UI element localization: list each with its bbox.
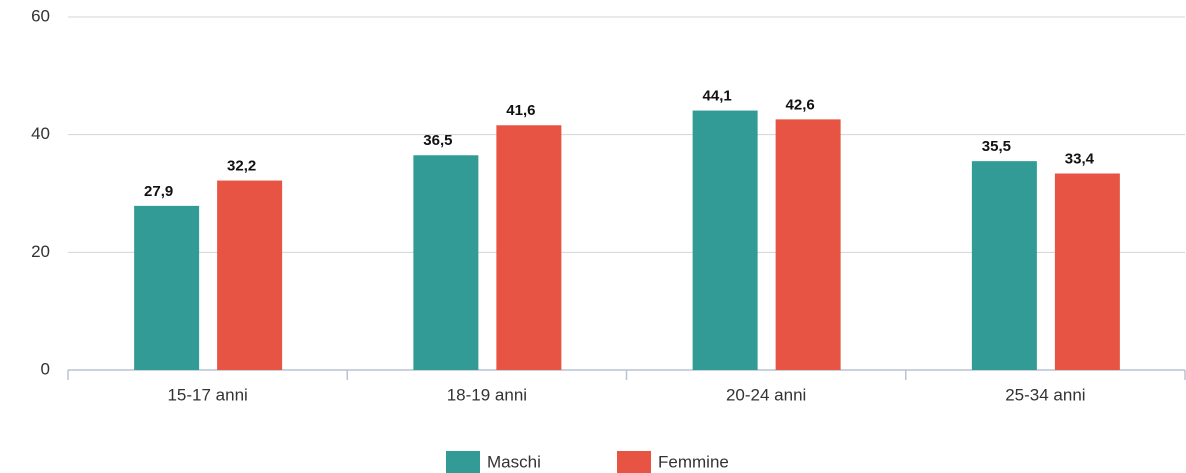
legend-label: Femmine — [658, 452, 729, 471]
y-tick-label: 60 — [31, 6, 50, 25]
bar — [413, 155, 479, 370]
value-label: 36,5 — [423, 132, 452, 149]
bar — [217, 180, 283, 370]
value-label: 33,4 — [1065, 150, 1095, 167]
value-label: 42,6 — [786, 96, 815, 113]
value-label: 27,9 — [144, 183, 173, 200]
legend-swatch — [446, 451, 480, 473]
y-tick-label: 40 — [31, 124, 50, 143]
legend-swatch — [617, 451, 651, 473]
bar — [971, 161, 1037, 370]
x-tick-label: 20-24 anni — [726, 385, 806, 404]
bar — [496, 125, 562, 371]
bar — [692, 110, 758, 371]
value-label: 35,5 — [982, 138, 1011, 155]
legend-label: Maschi — [487, 452, 541, 471]
y-tick-label: 20 — [31, 242, 50, 261]
bar — [134, 205, 200, 370]
x-tick-label: 18-19 anni — [447, 385, 527, 404]
y-tick-label: 0 — [41, 359, 50, 378]
value-label: 44,1 — [703, 88, 732, 105]
value-label: 32,2 — [227, 158, 256, 175]
bar — [1054, 173, 1120, 370]
x-tick-label: 15-17 anni — [167, 385, 247, 404]
x-tick-label: 25-34 anni — [1005, 385, 1085, 404]
bar — [775, 119, 841, 371]
value-label: 41,6 — [506, 102, 535, 119]
